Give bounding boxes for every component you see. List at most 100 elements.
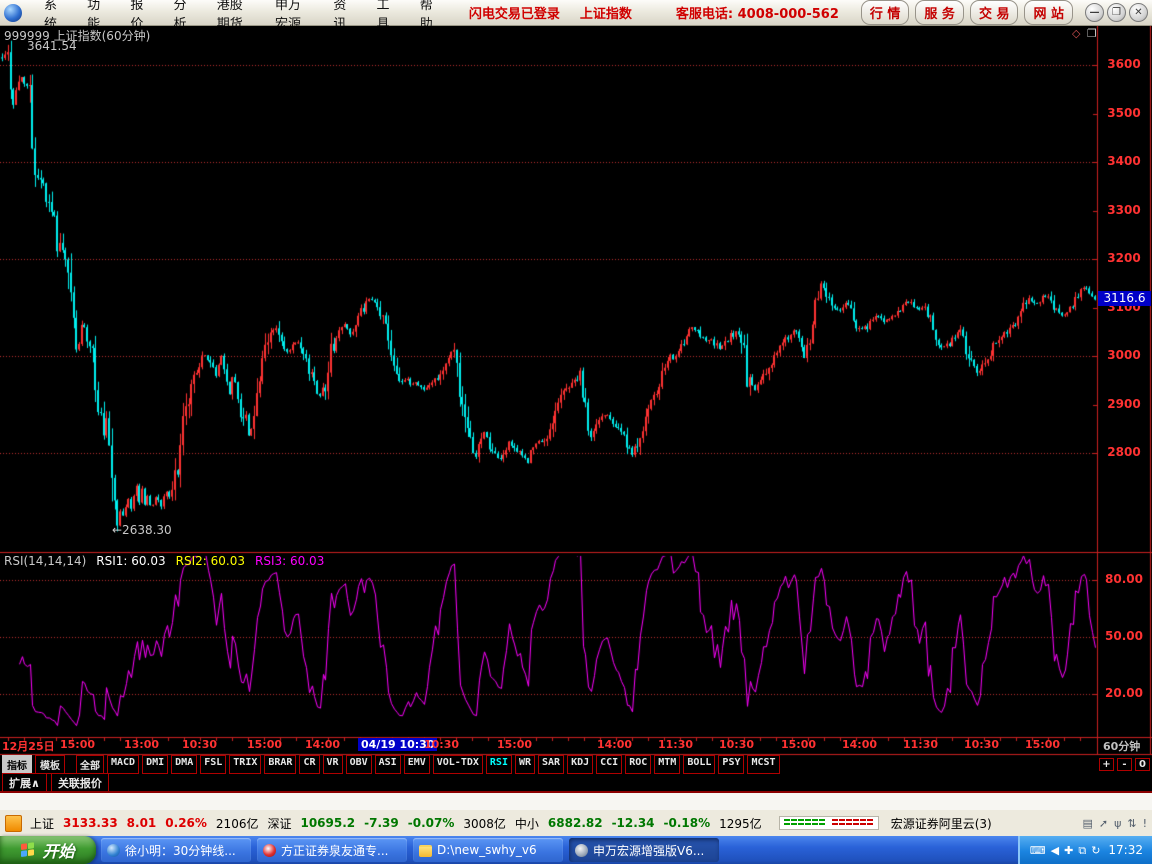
indicator-全部[interactable]: 全部 [76,755,104,774]
indicator-VR[interactable]: VR [322,755,343,774]
time-axis-label: 15:00 [247,738,283,751]
indicator-OBV[interactable]: OBV [345,755,372,774]
indicator-RSI[interactable]: RSI [485,755,512,774]
expand-tab-2[interactable]: 关联报价 [50,772,109,793]
status-item: 1295亿 [719,816,762,831]
status-item: -0.18% [663,816,711,830]
connection-signal-widget[interactable] [778,816,879,830]
signal-dash [838,823,845,825]
indicator-CCI[interactable]: CCI [596,755,623,774]
updown-icon[interactable]: ⇅ [1127,816,1137,830]
window-icon[interactable] [5,814,22,832]
task-buttons: 徐小明：30分钟线... 方正证券泉友通专... D:\new_swhy_v6 申万宏… [96,836,720,864]
zoom-in-button[interactable]: + [1099,758,1114,771]
period-label[interactable]: 60分钟 [1103,740,1141,753]
task-button-4[interactable]: 申万宏源增强版V6... [569,838,719,862]
tab-模板[interactable]: 模板 [35,755,65,774]
window-minimize-button[interactable]: — [1085,3,1104,22]
signal-dash [790,819,797,821]
zoom-out-button[interactable]: - [1117,758,1132,771]
indicator-KDJ[interactable]: KDJ [567,755,594,774]
time-axis-label: 15:00 [781,738,817,751]
red-separator [0,791,1152,793]
indicator-MTM[interactable]: MTM [654,755,681,774]
time-axis-label: 14:00 [597,738,633,751]
flash-trade-status[interactable]: 闪电交易已登录 [468,7,560,22]
antenna-icon[interactable]: ψ [1114,816,1122,830]
signal-dash [859,819,866,821]
task-button-3[interactable]: D:\new_swhy_v6 [413,838,563,862]
status-item: 3008亿 [463,816,506,831]
signal-dash [845,819,852,821]
signal-dash [845,823,852,825]
clock[interactable]: 17:32 [1108,843,1143,857]
window-restore-button[interactable]: ❐ [1107,3,1126,22]
signal-dash [818,823,825,825]
candlestick-canvas[interactable] [0,26,1152,756]
time-axis-label: 04/19 10:30 [358,738,438,751]
indicator-VOL-TDX[interactable]: VOL-TDX [432,755,483,774]
indicator-ASI[interactable]: ASI [374,755,401,774]
network-icon[interactable]: ⧉ [1078,843,1087,857]
app-logo-icon [4,3,22,22]
alert-icon[interactable]: ! [1142,816,1147,830]
signal-dash [838,819,845,821]
indicator-zoom-buttons: + -0 [1099,758,1150,771]
up-circle-icon[interactable]: ➚ [1098,816,1109,830]
globe-blue-icon [107,843,120,857]
chevron-left-icon[interactable]: ◀ [1050,843,1060,857]
keyboard-icon[interactable]: ⌨ [1029,843,1046,857]
indicator-WR[interactable]: WR [514,755,536,774]
red-cross-icon[interactable]: ✚ [1064,843,1074,857]
signal-group [783,819,826,827]
signal-dash [859,823,866,825]
restore-window-icon[interactable]: ❐ [1086,27,1097,40]
rsi-header-item: RSI2: 60.03 [175,554,245,568]
indicator-FSL[interactable]: FSL [200,755,227,774]
server-name[interactable]: 宏源证券阿里云(3) [890,816,992,831]
task-button-label: D:\new_swhy_v6 [437,843,537,857]
indicator-MCST[interactable]: MCST [747,755,780,774]
signal-dash [811,823,818,825]
signal-dash [866,823,873,825]
indicator-MACD[interactable]: MACD [107,755,140,774]
indicator-DMI[interactable]: DMI [142,755,169,774]
tab-指标[interactable]: 指标 [2,755,32,774]
diamond-icon[interactable]: ◇ [1072,27,1081,40]
current-index-link[interactable]: 上证指数 [579,7,632,22]
expand-bar: 扩展∧ 关联报价 [0,772,1152,793]
signal-dash [831,819,838,821]
time-axis-label: 12月25日 [2,740,55,753]
signal-dash [797,823,804,825]
signal-dash [804,819,811,821]
window-close-button[interactable]: ✕ [1129,3,1148,22]
task-button-2[interactable]: 方正证券泉友通专... [257,838,407,862]
quick-button-2[interactable]: 服 务 [915,0,964,25]
signal-dash [797,819,804,821]
indicator-DMA[interactable]: DMA [171,755,198,774]
status-item: -0.07% [407,816,455,830]
signal-dash [790,823,797,825]
indicator-ROC[interactable]: ROC [625,755,652,774]
indicator-TRIX[interactable]: TRIX [229,755,262,774]
indicator-BOLL[interactable]: BOLL [683,755,716,774]
task-button-1[interactable]: 徐小明：30分钟线... [101,838,251,862]
start-button[interactable]: 开始 [0,836,96,864]
signal-dash [804,823,811,825]
signal-dash [783,823,790,825]
indicator-BRAR[interactable]: BRAR [264,755,297,774]
doc-icon[interactable]: ▤ [1082,816,1093,830]
swirl-gray-icon [575,843,588,857]
indicator-PSY[interactable]: PSY [718,755,745,774]
signal-dash [783,819,790,821]
quick-button-1[interactable]: 行 情 [860,0,910,25]
indicator-CR[interactable]: CR [299,755,320,774]
quick-button-4[interactable]: 网 站 [1024,0,1073,25]
expand-tab-1[interactable]: 扩展∧ [2,772,47,793]
indicator-EMV[interactable]: EMV [403,755,430,774]
sync-icon[interactable]: ↻ [1091,843,1101,857]
quick-button-3[interactable]: 交 易 [969,0,1019,25]
zoom-reset-button[interactable]: 0 [1135,758,1150,771]
indicator-SAR[interactable]: SAR [538,755,565,774]
